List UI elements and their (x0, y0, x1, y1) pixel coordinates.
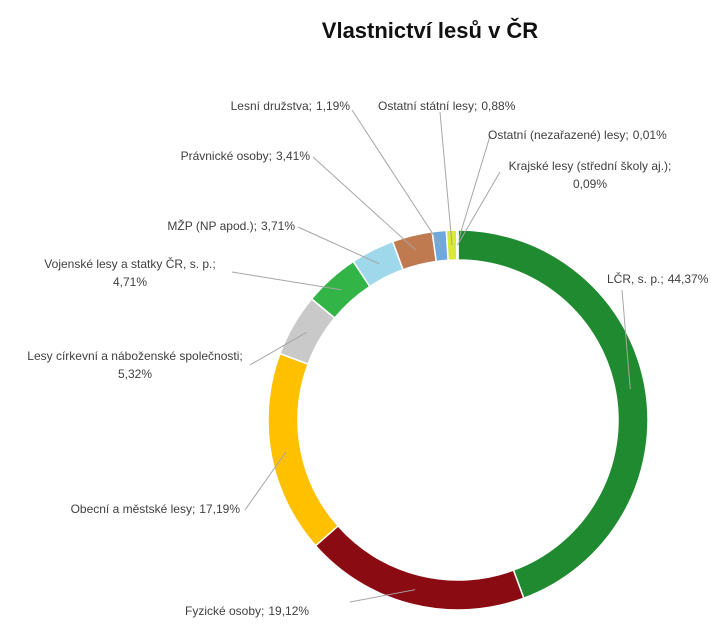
value-label: 4,71% (113, 275, 147, 289)
category-label: Obecní a městské lesy; (71, 502, 196, 516)
value-label: 44,37% (668, 272, 709, 286)
chart-title: Vlastnictví lesů v ČR (322, 18, 539, 43)
data-label: Právnické osoby; 3,41% (181, 149, 311, 163)
data-label: Lesy církevní a náboženské společnosti; 5… (27, 349, 242, 381)
value-label: 0,01% (633, 128, 667, 142)
value-label: 5,32% (118, 367, 152, 381)
data-label: Obecní a městské lesy; 17,19% (71, 502, 241, 516)
leader-line (439, 111, 453, 246)
leader-line (231, 271, 342, 291)
data-label: Ostatní (nezařazené) lesy; 0,01% (488, 128, 667, 142)
leader-line (297, 226, 380, 265)
data-label: MŽP (NP apod.); 3,71% (167, 218, 295, 233)
donut-segment (456, 229, 459, 261)
value-label: 3,71% (261, 219, 295, 233)
category-label: MŽP (NP apod.); (167, 218, 257, 233)
data-label: Lesní družstva; 1,19% (231, 99, 351, 113)
leader-line (351, 109, 442, 247)
donut-segment (445, 229, 458, 262)
leader-line (456, 135, 491, 246)
donut-segment (267, 352, 340, 547)
category-label: Lesní družstva; (231, 99, 312, 113)
data-label: Fyzické osoby; 19,12% (185, 604, 309, 618)
category-label: Ostatní (nezařazené) lesy; (488, 128, 629, 142)
data-label: Vojenské lesy a statky ČR, s. p.; 4,71% (44, 256, 215, 289)
category-label: Krajské lesy (střední školy aj.); (509, 159, 672, 173)
leader-line (621, 289, 631, 390)
value-label: 0,09% (573, 177, 607, 191)
value-label: 0,88% (481, 99, 515, 113)
leader-line (349, 589, 416, 603)
value-label: 1,19% (316, 99, 350, 113)
data-label: Krajské lesy (střední školy aj.); 0,09% (509, 159, 672, 191)
category-label: Vojenské lesy a statky ČR, s. p.; (44, 256, 215, 271)
category-label: Právnické osoby; (181, 149, 272, 163)
leader-line (249, 332, 307, 366)
category-label: Lesy církevní a náboženské společnosti; (27, 349, 242, 363)
category-label: Ostatní státní lesy; (378, 99, 477, 113)
value-label: 3,41% (276, 149, 310, 163)
value-label: 17,19% (199, 502, 240, 516)
data-label: LČR, s. p.; 44,37% (607, 271, 709, 286)
category-label: Fyzické osoby; (185, 604, 264, 618)
leader-line (312, 156, 417, 251)
category-label: LČR, s. p.; (607, 271, 664, 286)
leader-line (244, 451, 287, 511)
donut-segment (314, 524, 525, 611)
value-label: 19,12% (268, 604, 309, 618)
leader-line (457, 171, 501, 246)
data-label: Ostatní státní lesy; 0,88% (378, 99, 516, 113)
